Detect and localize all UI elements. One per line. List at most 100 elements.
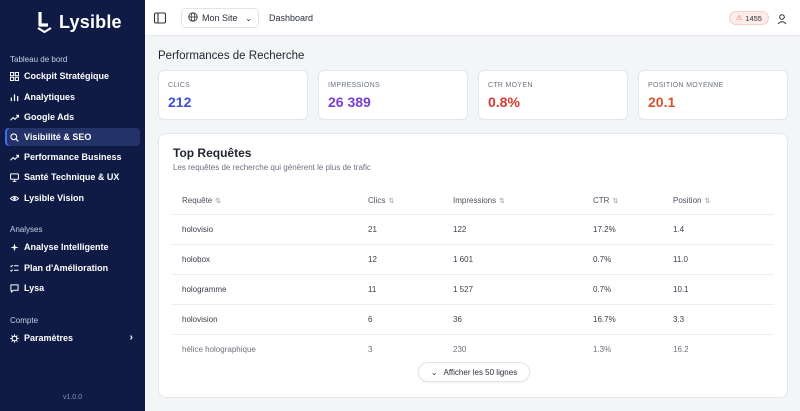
sidebar-item-lysible-vision[interactable]: Lysible Vision <box>5 189 140 207</box>
column-header-impressions[interactable]: Impressions ⇅ <box>453 196 505 205</box>
page-title: Performances de Recherche <box>158 50 305 62</box>
row-divider <box>172 334 774 335</box>
sparkle-icon <box>10 242 19 252</box>
stat-card-position: POSITION MOYENNE 20.1 <box>638 70 788 120</box>
cell-clicks: 3 <box>368 345 373 354</box>
credits-value: 1455 <box>745 13 762 23</box>
cell-ctr: 17.2% <box>593 225 616 234</box>
cell-query: holovisio <box>182 225 214 234</box>
cell-ctr: 1.3% <box>593 345 612 354</box>
stat-value: 26 389 <box>328 94 371 110</box>
row-divider <box>172 244 774 245</box>
section-label-dashboard: Tableau de bord <box>10 55 68 64</box>
cell-position: 10.1 <box>673 285 689 294</box>
site-selector[interactable]: Mon Site ⌄ <box>181 8 259 28</box>
cell-clicks: 11 <box>368 285 377 294</box>
cell-query: holobox <box>182 255 211 264</box>
cell-ctr: 16.7% <box>593 315 616 324</box>
site-selector-value: Mon Site <box>202 13 238 23</box>
trend-icon <box>10 153 19 162</box>
show-more-button[interactable]: ⌄ Afficher les 50 lignes <box>418 362 530 382</box>
brand-name: Lysible <box>59 11 122 32</box>
panel-title: Top Requêtes <box>173 146 252 160</box>
sidebar-item-visibilite-seo[interactable]: Visibilité & SEO <box>5 128 140 146</box>
sort-icon: ⇅ <box>499 197 505 205</box>
stat-card-impressions: IMPRESSIONS 26 389 <box>318 70 468 120</box>
top-header: Mon Site ⌄ Dashboard ⚠ 1455 <box>145 0 800 36</box>
section-label-analyses: Analyses <box>10 225 43 234</box>
sort-icon: ⇅ <box>388 197 395 205</box>
row-divider <box>172 214 774 215</box>
sidebar-item-label: Analyse Intelligente <box>24 242 109 252</box>
eye-icon <box>10 194 19 203</box>
column-header-clics[interactable]: Clics ⇅ <box>368 196 395 205</box>
gear-icon <box>10 333 19 343</box>
show-more-label: Afficher les 50 lignes <box>443 367 518 377</box>
panel-subtitle: Les requêtes de recherche qui génèrent l… <box>173 163 371 172</box>
cell-ctr: 0.7% <box>593 255 612 264</box>
cell-position: 3.3 <box>673 315 685 324</box>
section-label-compte: Compte <box>10 316 39 325</box>
chat-icon <box>10 283 19 293</box>
sidebar-toggle-icon[interactable] <box>153 11 167 25</box>
sidebar-item-lysa[interactable]: Lysa <box>5 279 140 297</box>
monitor-icon <box>10 172 19 182</box>
column-header-position[interactable]: Position ⇅ <box>673 196 711 205</box>
chevron-right-icon: › <box>129 332 133 343</box>
stat-card-ctr: CTR MOYEN 0.8% <box>478 70 628 120</box>
sidebar-item-label: Performance Business <box>24 152 122 162</box>
sidebar-item-sante-technique[interactable]: Santé Technique & UX <box>5 168 140 186</box>
row-divider <box>172 304 774 305</box>
sidebar-item-google-ads[interactable]: Google Ads <box>5 108 140 126</box>
sidebar-item-analytiques[interactable]: Analytiques <box>5 88 140 106</box>
cell-clicks: 6 <box>368 315 373 324</box>
stat-label: CTR MOYEN <box>488 82 533 89</box>
sidebar-item-analyse-intelligente[interactable]: Analyse Intelligente <box>5 238 140 256</box>
cell-query: hélice holographique <box>182 345 256 354</box>
stat-value: 20.1 <box>648 94 676 110</box>
sidebar-item-label: Lysa <box>24 283 45 293</box>
column-header-ctr[interactable]: CTR ⇅ <box>593 196 619 205</box>
chevron-down-icon: ⌄ <box>245 13 252 23</box>
sidebar-item-label: Google Ads <box>24 112 75 122</box>
user-icon[interactable] <box>776 12 788 25</box>
credits-badge[interactable]: ⚠ 1455 <box>729 11 769 25</box>
chevron-down-icon: ⌄ <box>430 367 438 377</box>
stat-label: POSITION MOYENNE <box>648 82 724 89</box>
cell-position: 1.4 <box>673 225 685 234</box>
row-divider <box>172 274 774 275</box>
sidebar-item-label: Visibilité & SEO <box>24 132 92 142</box>
stat-label: CLICS <box>168 82 191 89</box>
cell-impressions: 1 527 <box>453 285 474 294</box>
warning-icon: ⚠ <box>736 15 743 22</box>
sidebar-item-label: Cockpit Stratégique <box>24 71 110 81</box>
sidebar-item-cockpit[interactable]: Cockpit Stratégique <box>5 67 140 85</box>
sidebar: Lysible Tableau de bord Cockpit Stratégi… <box>0 0 145 411</box>
sort-icon: ⇅ <box>704 197 711 205</box>
globe-icon <box>188 12 198 24</box>
stat-value: 212 <box>168 94 192 110</box>
cell-impressions: 1 601 <box>453 255 474 264</box>
app-version: v1.0.0 <box>62 394 83 401</box>
cell-position: 11.0 <box>673 255 688 264</box>
sidebar-item-parametres[interactable]: Paramètres › <box>5 329 140 347</box>
sidebar-item-performance-business[interactable]: Performance Business <box>5 148 140 166</box>
sidebar-item-plan-amelioration[interactable]: Plan d'Amélioration <box>5 259 140 277</box>
sidebar-item-label: Plan d'Amélioration <box>24 263 109 273</box>
sidebar-item-label: Lysible Vision <box>24 193 85 203</box>
sort-icon: ⇅ <box>612 197 619 205</box>
brand-logo[interactable]: Lysible <box>36 11 122 34</box>
sidebar-item-label: Paramètres <box>24 333 74 343</box>
sidebar-item-label: Santé Technique & UX <box>24 172 120 182</box>
cell-ctr: 0.7% <box>593 285 612 294</box>
checklist-icon <box>10 264 19 273</box>
breadcrumb[interactable]: Dashboard <box>269 13 314 23</box>
sidebar-item-label: Analytiques <box>24 92 76 102</box>
cell-impressions: 122 <box>453 225 467 234</box>
trend-icon <box>10 113 19 122</box>
cell-query: holovision <box>182 315 218 324</box>
cell-clicks: 21 <box>368 225 377 234</box>
grid-icon <box>10 71 19 81</box>
column-header-requete[interactable]: Requête ⇅ <box>182 196 222 205</box>
stat-label: IMPRESSIONS <box>328 82 380 89</box>
